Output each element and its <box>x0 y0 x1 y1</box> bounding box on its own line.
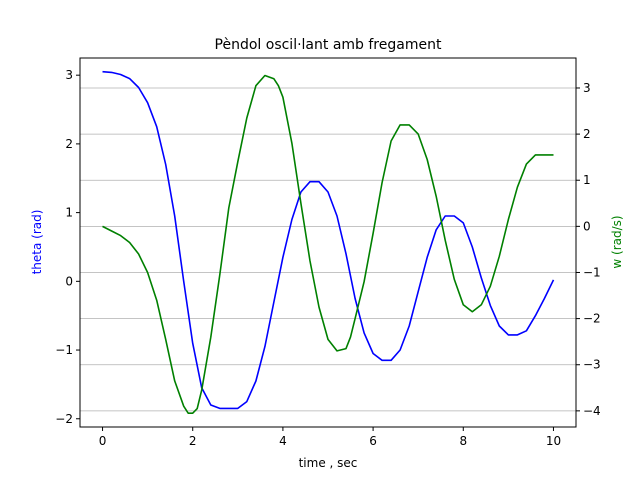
y-right-tick-label: −2 <box>583 312 601 326</box>
x-tick-label: 0 <box>99 434 107 448</box>
plot-frame <box>79 57 577 428</box>
y-left-tick-label: −1 <box>55 343 73 357</box>
x-tick-label: 6 <box>369 434 377 448</box>
y-right-tick-label: −3 <box>583 358 601 372</box>
y-left-tick-label: −2 <box>55 412 73 426</box>
y-right-axis-label: w (rad/s) <box>610 215 624 268</box>
y-right-tick-label: −4 <box>583 404 601 418</box>
x-tick-label: 10 <box>546 434 561 448</box>
x-tick-label: 8 <box>459 434 467 448</box>
y-right-axis-ticks: −4 −3 −2 −1 0 1 2 3 <box>576 81 601 418</box>
theta-series-line <box>102 70 555 410</box>
y-left-tick-label: 1 <box>65 206 73 220</box>
x-axis-label: time , sec <box>299 456 358 470</box>
w-series-line <box>102 74 554 415</box>
y-left-axis-ticks: −2 −1 0 1 2 3 <box>55 68 80 426</box>
x-tick-label: 2 <box>189 434 197 448</box>
y-right-tick-label: 2 <box>583 127 591 141</box>
series-layer <box>102 70 555 415</box>
x-tick-label: 4 <box>279 434 287 448</box>
y-left-tick-label: 0 <box>65 274 73 288</box>
y-right-tick-label: −1 <box>583 265 601 279</box>
y-left-tick-label: 3 <box>65 68 73 82</box>
y-right-tick-label: 0 <box>583 219 591 233</box>
x-axis-ticks: 0 2 4 6 8 10 <box>99 427 561 448</box>
y-left-tick-label: 2 <box>65 137 73 151</box>
y-right-tick-label: 1 <box>583 173 591 187</box>
y-right-tick-label: 3 <box>583 81 591 95</box>
y-left-axis-label: theta (rad) <box>30 210 44 275</box>
grid <box>80 87 576 412</box>
chart-title: Pèndol oscil·lant amb fregament <box>215 37 442 53</box>
